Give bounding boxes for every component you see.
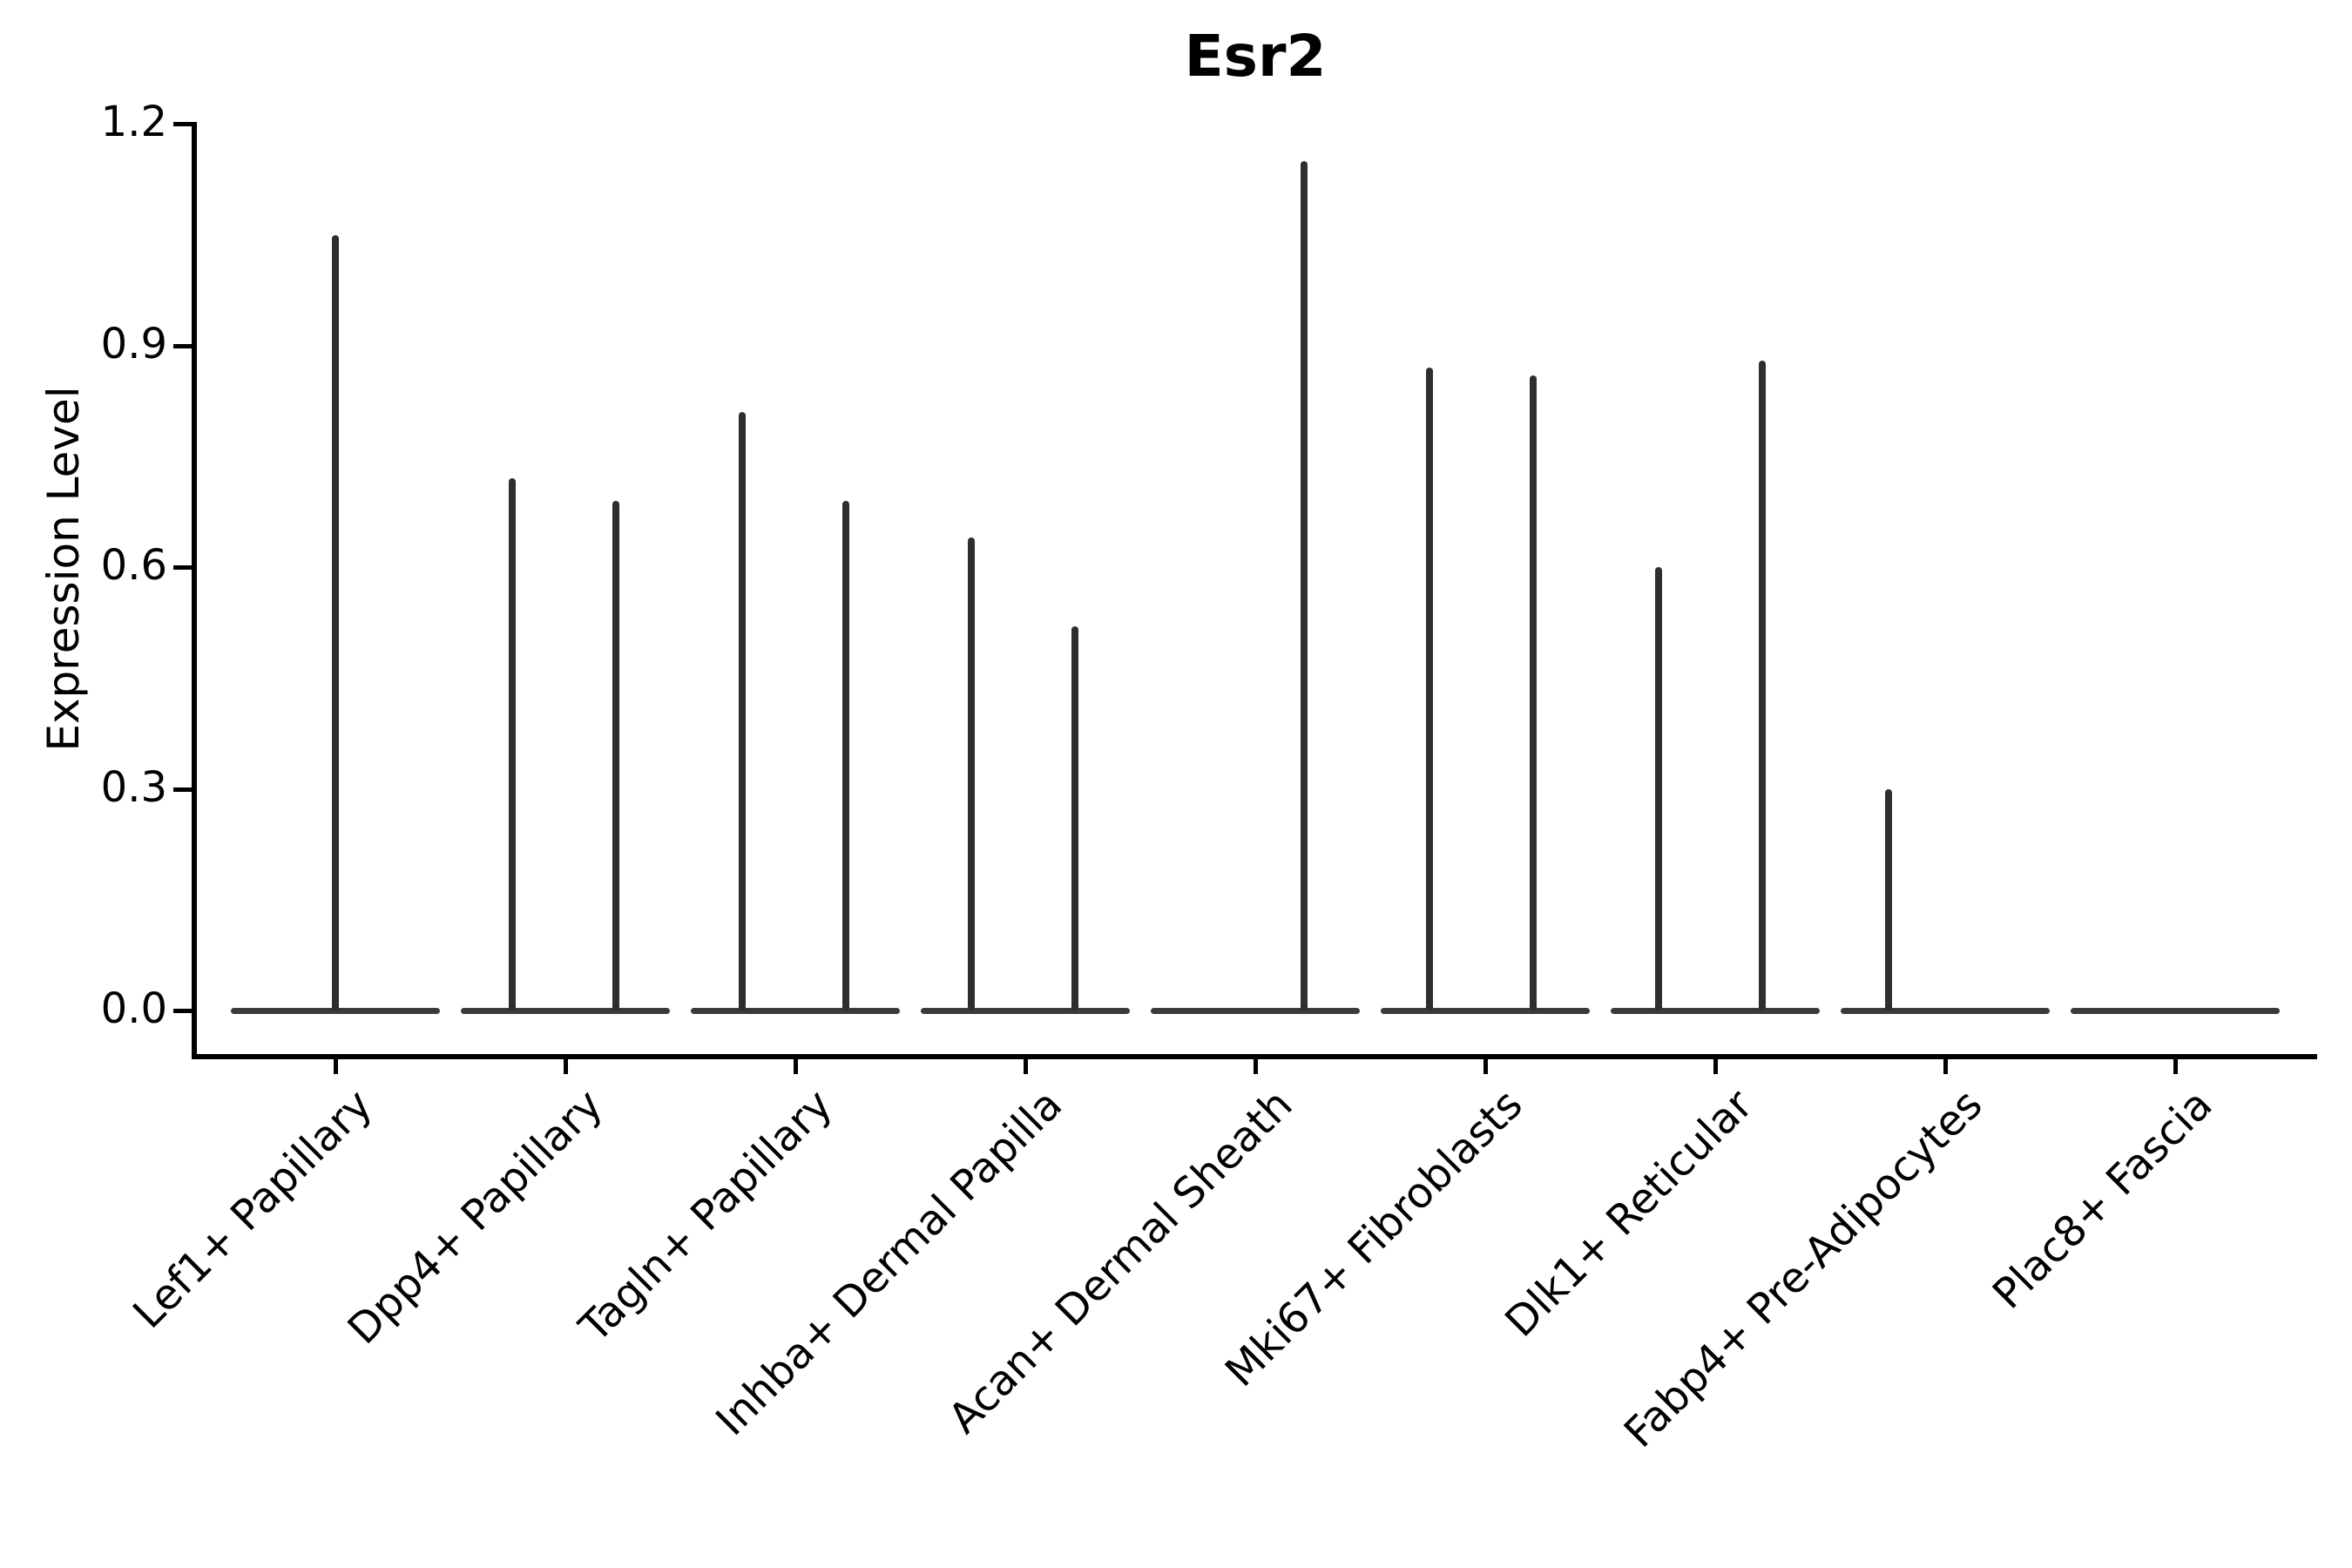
x-tick xyxy=(1484,1059,1488,1074)
violin-spike xyxy=(739,412,746,1010)
x-tick xyxy=(1943,1059,1948,1074)
y-axis-spine xyxy=(192,122,197,1059)
violin-zero-line xyxy=(1611,1008,1820,1014)
violin-spike xyxy=(1759,361,1766,1010)
y-tick xyxy=(173,1009,194,1013)
violin-zero-line xyxy=(2071,1008,2280,1014)
chart-title: Esr2 xyxy=(1184,23,1327,90)
plot-area xyxy=(194,105,2316,1054)
x-tick xyxy=(794,1059,798,1074)
violin-spike xyxy=(968,537,975,1010)
y-tick xyxy=(173,787,194,792)
violin-zero-line xyxy=(1381,1008,1590,1014)
violin-spike xyxy=(332,235,339,1010)
x-tick xyxy=(1254,1059,1258,1074)
x-tick-label: Tagln+ Papillary xyxy=(570,1080,842,1352)
x-tick xyxy=(564,1059,568,1074)
x-tick-label: Lef1+ Papillary xyxy=(124,1080,382,1338)
y-tick xyxy=(173,343,194,348)
violin-zero-line xyxy=(1841,1008,2050,1014)
x-tick-label: Dlk1+ Reticular xyxy=(1495,1080,1762,1347)
y-tick-label: 0.9 xyxy=(100,319,167,368)
y-tick-label: 0.3 xyxy=(100,762,167,812)
violin-zero-line xyxy=(1151,1008,1360,1014)
y-tick-label: 1.2 xyxy=(100,98,167,147)
violin-spike xyxy=(1426,368,1433,1010)
y-tick-label: 0.0 xyxy=(100,983,167,1033)
x-tick xyxy=(334,1059,338,1074)
violin-spike xyxy=(1071,626,1078,1010)
violin-spike xyxy=(1530,375,1537,1010)
violin-zero-line xyxy=(231,1008,440,1014)
y-tick-label: 0.6 xyxy=(100,540,167,590)
violin-spike xyxy=(1885,789,1892,1010)
violin-spike xyxy=(1655,567,1662,1010)
x-tick xyxy=(1024,1059,1028,1074)
y-tick xyxy=(173,565,194,571)
violin-spike xyxy=(612,501,619,1010)
violin-spike xyxy=(842,501,849,1010)
y-tick xyxy=(173,122,194,127)
violin-zero-line xyxy=(921,1008,1130,1014)
violin-zero-line xyxy=(461,1008,670,1014)
x-tick xyxy=(2173,1059,2178,1074)
x-tick xyxy=(1713,1059,1718,1074)
violin-spike xyxy=(509,478,516,1010)
x-tick-label: Dpp4+ Papillary xyxy=(338,1080,612,1355)
violin-spike xyxy=(1301,161,1308,1010)
x-tick-label: Plac8+ Fascia xyxy=(1984,1080,2222,1319)
violin-zero-line xyxy=(691,1008,900,1014)
x-axis-spine xyxy=(192,1054,2317,1059)
